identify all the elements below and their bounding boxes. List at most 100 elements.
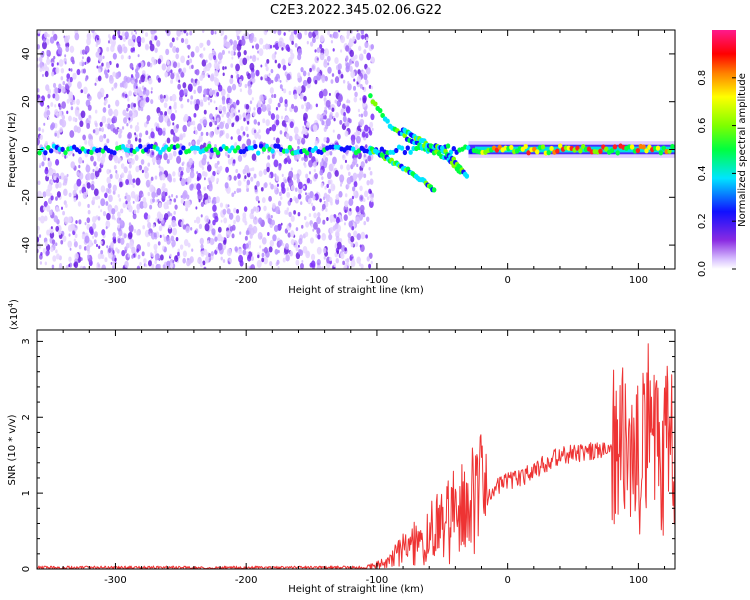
noise-mark (332, 48, 335, 52)
noise-mark (250, 255, 254, 261)
noise-mark (97, 75, 102, 82)
noise-mark (162, 130, 166, 136)
noise-mark (313, 168, 317, 173)
noise-mark (100, 249, 104, 255)
noise-mark (249, 62, 255, 71)
noise-mark (206, 164, 212, 172)
noise-mark (319, 52, 325, 61)
noise-mark (229, 77, 234, 85)
noise-mark (219, 121, 224, 129)
noise-mark (356, 75, 362, 83)
noise-mark (305, 221, 310, 228)
noise-mark (185, 207, 188, 212)
noise-mark (144, 77, 148, 83)
noise-mark (37, 30, 42, 34)
noise-mark (238, 188, 242, 193)
noise-mark (244, 164, 250, 173)
signal-mark (112, 150, 117, 156)
noise-mark (172, 227, 178, 236)
noise-mark (274, 51, 277, 55)
noise-mark (193, 112, 197, 118)
noise-mark (38, 217, 41, 221)
noise-mark (170, 79, 174, 84)
noise-mark (273, 136, 276, 141)
noise-mark (148, 135, 151, 140)
noise-mark (358, 170, 364, 179)
signal-mark (604, 146, 609, 152)
noise-mark (334, 76, 340, 84)
noise-mark (253, 107, 256, 111)
noise-mark (62, 80, 66, 86)
noise-mark (87, 114, 92, 121)
noise-mark (114, 205, 117, 209)
noise-mark (333, 263, 336, 268)
noise-mark (192, 120, 196, 126)
noise-mark (161, 186, 165, 191)
noise-mark (321, 176, 324, 180)
noise-mark (220, 219, 223, 223)
noise-mark (205, 63, 211, 72)
noise-mark (361, 131, 366, 138)
noise-mark (171, 219, 176, 228)
noise-mark (136, 203, 141, 211)
noise-mark (245, 115, 249, 119)
noise-mark (251, 153, 257, 161)
signal-mark (540, 144, 546, 150)
noise-mark (289, 121, 294, 129)
noise-mark (106, 61, 109, 66)
noise-mark (263, 168, 268, 176)
noise-mark (316, 72, 322, 81)
noise-mark (344, 193, 348, 198)
figure-title: C2E3.2022.345.02.06.G22 (270, 3, 442, 18)
noise-mark (301, 259, 304, 264)
noise-mark (257, 121, 261, 126)
signal-mark (276, 143, 281, 149)
noise-mark (138, 89, 143, 97)
noise-mark (230, 74, 234, 79)
noise-mark (297, 72, 301, 79)
noise-mark (113, 82, 118, 89)
noise-mark (86, 122, 91, 129)
noise-mark (119, 219, 124, 226)
noise-mark (121, 249, 126, 257)
noise-mark (118, 181, 123, 188)
noise-mark (141, 251, 145, 257)
noise-mark (264, 43, 269, 50)
noise-mark (275, 137, 280, 144)
noise-mark (288, 56, 293, 65)
noise-mark (249, 100, 253, 105)
noise-mark (191, 64, 194, 69)
noise-mark (368, 263, 372, 269)
noise-mark (132, 112, 136, 119)
noise-mark (268, 72, 271, 76)
signal-mark (215, 149, 221, 156)
noise-mark (56, 62, 59, 66)
noise-mark (145, 263, 148, 268)
noise-mark (256, 259, 262, 268)
noise-mark (114, 257, 117, 262)
noise-mark (203, 266, 207, 269)
noise-mark (39, 205, 45, 213)
noise-mark (310, 260, 316, 268)
noise-mark (250, 208, 255, 215)
noise-mark (265, 66, 269, 72)
noise-mark (78, 164, 81, 169)
noise-mark (287, 232, 291, 238)
noise-mark (276, 259, 280, 265)
noise-mark (170, 213, 173, 217)
colorbar-tick-label: 0.0 (697, 261, 708, 277)
noise-mark (257, 100, 262, 108)
noise-mark (179, 133, 184, 141)
noise-mark (237, 173, 241, 180)
noise-mark (149, 179, 152, 184)
noise-mark (139, 100, 145, 109)
noise-mark (211, 200, 214, 204)
noise-mark (51, 71, 55, 77)
snr-scale-prefix: (x10 (9, 307, 20, 330)
noise-mark (268, 246, 273, 253)
noise-mark (307, 72, 311, 77)
noise-mark (117, 194, 120, 198)
noise-mark (289, 197, 293, 203)
noise-mark (353, 190, 357, 196)
noise-mark (257, 200, 260, 204)
